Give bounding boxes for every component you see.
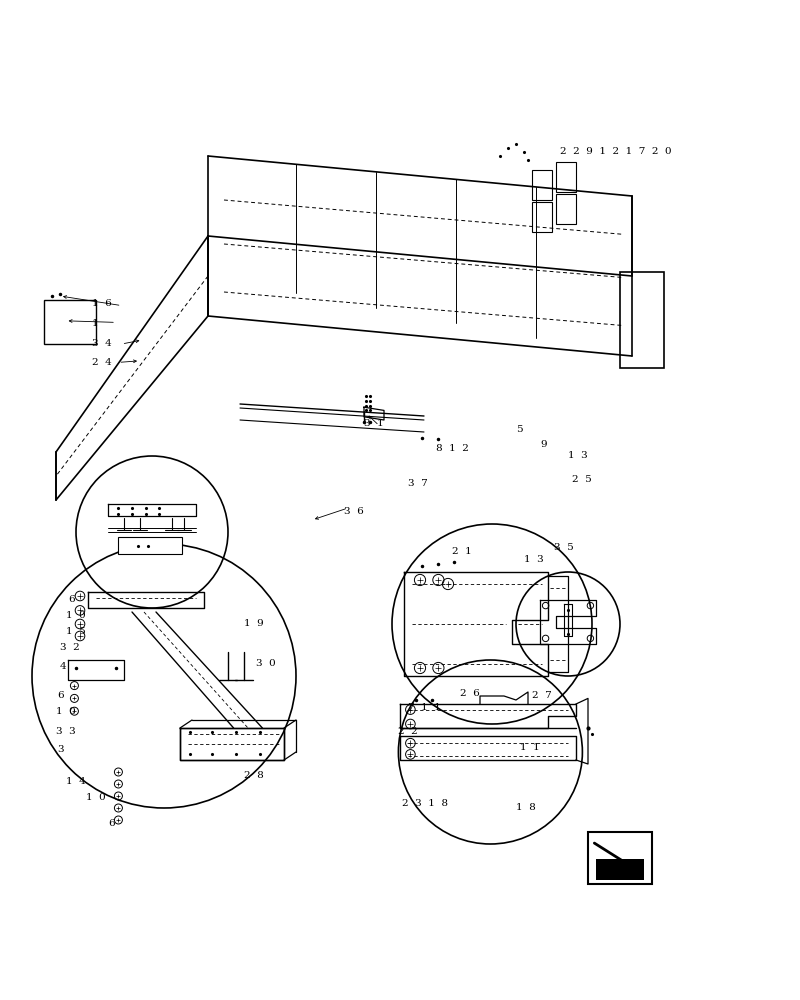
Bar (588, 832, 652, 884)
Bar (596, 859, 644, 880)
Text: 3  7: 3 7 (408, 480, 428, 488)
Bar (118, 537, 182, 554)
Text: 1  1: 1 1 (520, 744, 540, 753)
Text: 1  5: 1 5 (66, 628, 86, 637)
Text: 2  4: 2 4 (92, 358, 112, 367)
Text: 2  6: 2 6 (460, 689, 480, 698)
Text: 3  1: 3 1 (364, 420, 384, 428)
Text: 1  3: 1 3 (568, 452, 588, 460)
Text: 1  4: 1 4 (66, 777, 86, 786)
Text: 6: 6 (68, 595, 74, 604)
Text: 6: 6 (58, 692, 64, 700)
Text: 3  3: 3 3 (56, 728, 76, 736)
Text: 3  4: 3 4 (92, 340, 112, 349)
Text: 3  5: 3 5 (554, 544, 574, 552)
Bar (556, 194, 576, 224)
Text: 2  1: 2 1 (452, 548, 472, 556)
Text: 6: 6 (108, 820, 114, 828)
Text: 2  3  1  8: 2 3 1 8 (402, 800, 448, 808)
Text: 3: 3 (58, 745, 64, 754)
Bar (44, 300, 96, 344)
Text: 2  2: 2 2 (398, 728, 418, 736)
Text: 3  0: 3 0 (256, 660, 276, 668)
Text: 3  2: 3 2 (60, 644, 80, 652)
Text: 5: 5 (516, 425, 522, 434)
Text: 2  2  9  1  2  1  7  2  0: 2 2 9 1 2 1 7 2 0 (560, 147, 672, 156)
Text: 8  1  2: 8 1 2 (436, 444, 469, 453)
Text: 7  1  1: 7 1 1 (408, 704, 441, 712)
Text: 1  6: 1 6 (92, 300, 112, 308)
Text: 1  0: 1 0 (86, 793, 106, 802)
Text: 2  5: 2 5 (572, 476, 592, 485)
Text: 2  7: 2 7 (532, 692, 552, 700)
Text: 1  0: 1 0 (56, 708, 76, 716)
Text: 1  0: 1 0 (66, 611, 86, 620)
Bar (532, 170, 552, 200)
Text: 2  8: 2 8 (244, 772, 264, 780)
Text: 1: 1 (92, 320, 98, 328)
Bar (556, 162, 576, 192)
Text: 1  8: 1 8 (516, 804, 536, 812)
Text: 1  3: 1 3 (524, 556, 544, 564)
Text: 9: 9 (540, 440, 546, 449)
Text: 3  6: 3 6 (344, 508, 364, 516)
Bar (532, 202, 552, 232)
Text: 4: 4 (60, 662, 66, 671)
Text: 1  9: 1 9 (244, 619, 264, 629)
Bar (620, 272, 664, 368)
